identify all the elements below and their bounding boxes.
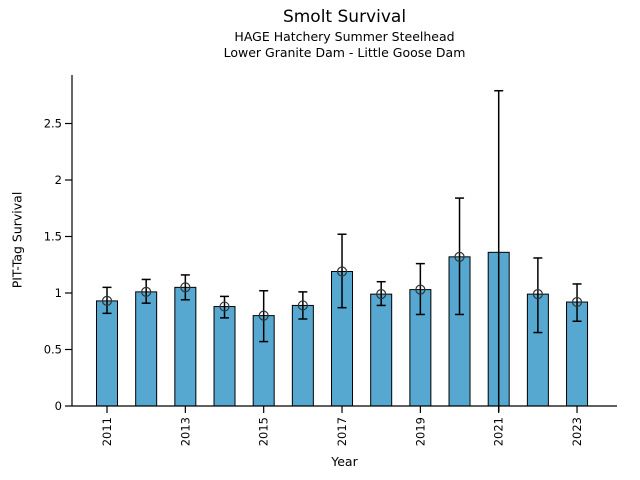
point-marker-2016 [297,300,308,311]
bar-2011 [96,300,118,407]
y-tick-label: 0 [55,399,62,413]
point-marker-2023 [571,296,583,308]
x-tick-label: 2021 [492,417,506,446]
x-tick-label: 2017 [335,417,349,446]
point-marker-2012 [141,286,152,297]
point-marker-2019 [415,284,426,295]
bar-2013 [174,286,197,407]
x-tick-label: 2023 [570,417,584,446]
point-marker-2017 [336,266,348,277]
y-axis-label: PIT-Tag Survival [9,191,25,289]
x-tick-label: 2019 [413,417,427,446]
y-tick-label: 1 [55,286,62,300]
point-marker-2022 [532,289,543,300]
point-marker-2018 [376,289,387,300]
point-marker-2011 [101,295,113,307]
x-tick-label: 2013 [178,417,192,446]
chart-subtitle-line1: HAGE Hatchery Summer Steelhead [234,29,455,44]
bar-2014 [213,306,236,407]
bar-2012 [135,291,158,407]
point-marker-2013 [180,282,191,293]
bar-2016 [291,304,314,407]
y-tick-label: 1.5 [44,230,62,244]
y-tick-label: 0.5 [44,343,62,357]
chart-subtitle-line2: Lower Granite Dam - Little Goose Dam [223,45,466,60]
x-tick-label: 2015 [257,417,271,446]
chart-title: Smolt Survival [282,7,407,27]
x-axis-label: Year [331,454,358,469]
bar-2018 [370,293,393,407]
point-marker-2015 [258,310,269,321]
point-marker-2014 [219,301,230,312]
y-tick-label: 2.5 [44,117,62,131]
point-marker-2020 [454,251,465,262]
y-tick-label: 2 [55,173,62,187]
x-tick-label: 2011 [100,417,114,446]
